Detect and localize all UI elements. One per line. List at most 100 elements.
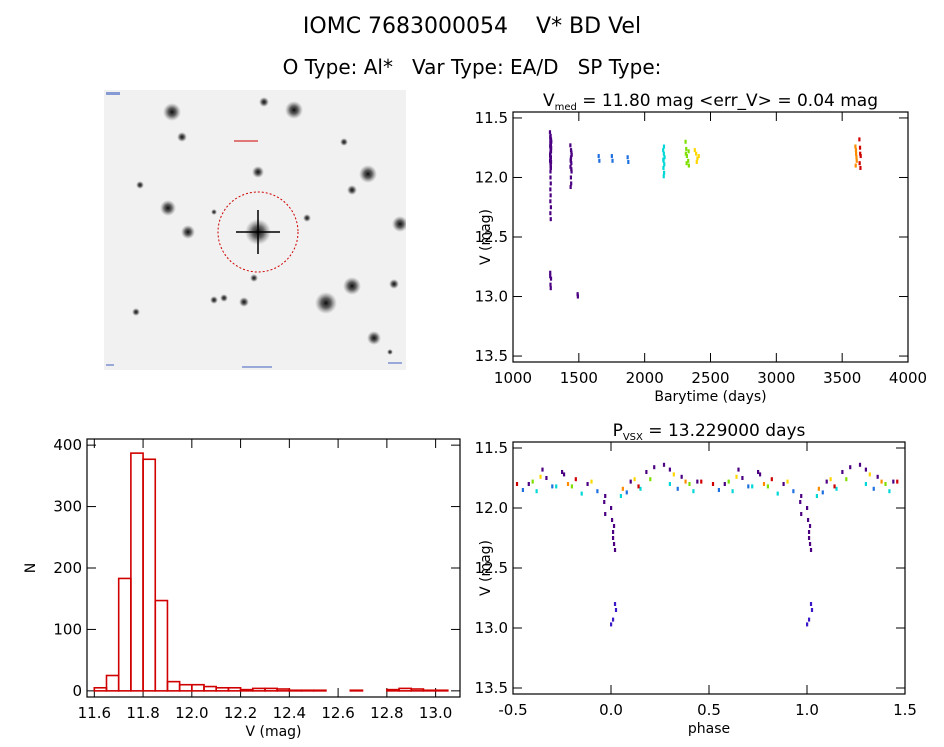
- histogram-bar: [215, 686, 230, 692]
- data-point: [685, 154, 688, 159]
- data-point: [603, 500, 606, 504]
- data-point: [727, 479, 730, 484]
- data-point: [550, 139, 553, 144]
- data-point: [570, 181, 573, 186]
- x-tick-label: 3500: [823, 369, 861, 387]
- data-point: [569, 164, 572, 169]
- data-point: [817, 486, 820, 491]
- data-point: [610, 506, 613, 510]
- data-point: [549, 140, 552, 145]
- data-point: [574, 477, 577, 482]
- data-point: [806, 506, 809, 510]
- data-point: [858, 137, 861, 142]
- data-point: [611, 617, 615, 622]
- data-point: [684, 151, 687, 156]
- data-point: [692, 489, 695, 494]
- data-point: [610, 622, 613, 627]
- data-point: [809, 548, 813, 552]
- data-point: [751, 484, 754, 489]
- data-point: [580, 491, 583, 496]
- data-point: [799, 500, 802, 504]
- histogram-bar: [410, 688, 425, 692]
- histogram-group: 11.6 11.8 12.0 12.2 12.4 12.6 12.8 13.0 0 100 200 3…: [23, 436, 461, 740]
- data-point: [549, 142, 552, 147]
- data-point: [549, 133, 552, 138]
- data-point: [549, 135, 552, 139]
- object-name: V* BD Vel: [536, 14, 642, 39]
- data-point: [766, 484, 769, 489]
- data-point: [737, 467, 740, 472]
- y-tick-label: 13.0: [475, 288, 508, 306]
- histogram-bar: [422, 689, 437, 692]
- data-point: [695, 151, 698, 156]
- histogram-bar: [251, 687, 266, 692]
- series-8: [515, 477, 899, 489]
- data-point: [688, 482, 691, 486]
- title-subscript: VSX: [623, 432, 643, 443]
- title-prefix: P: [613, 421, 623, 441]
- data-point: [684, 479, 687, 484]
- data-point: [880, 479, 883, 484]
- data-point: [786, 479, 789, 484]
- data-point: [535, 489, 538, 494]
- y-tick-label: 400: [53, 436, 82, 454]
- histogram-bar: [434, 689, 449, 692]
- data-point: [676, 486, 679, 491]
- data-point: [649, 477, 652, 482]
- data-point: [662, 144, 666, 149]
- data-point: [570, 167, 573, 172]
- x-tick-label: 2500: [691, 369, 729, 387]
- data-point: [687, 158, 690, 163]
- data-point: [849, 465, 852, 470]
- data-point: [549, 157, 552, 162]
- data-point: [596, 489, 599, 494]
- data-point: [548, 158, 552, 163]
- data-point: [770, 477, 773, 482]
- data-point: [859, 151, 862, 156]
- data-point: [549, 150, 552, 155]
- data-point: [696, 156, 699, 161]
- finder-image: [104, 90, 406, 370]
- y-tick-label: 11.5: [475, 109, 508, 127]
- data-point: [810, 608, 814, 612]
- x-tick-label: 12.4: [273, 704, 306, 722]
- histogram-bar: [178, 683, 193, 692]
- data-point: [776, 491, 779, 496]
- x-tick-label: 12.6: [321, 704, 354, 722]
- data-point: [549, 199, 552, 204]
- y-tick-label: 12.5: [475, 228, 508, 246]
- y-tick-label: 300: [53, 498, 82, 516]
- data-point: [717, 488, 720, 492]
- sp-type: SP Type:: [577, 55, 662, 79]
- data-point: [629, 479, 632, 484]
- data-point: [521, 488, 524, 492]
- data-point: [859, 165, 862, 170]
- data-point: [845, 477, 848, 482]
- histogram-bar: [166, 680, 181, 692]
- data-point: [808, 542, 812, 546]
- data-point: [545, 476, 548, 480]
- data-point: [549, 169, 552, 174]
- data-point: [700, 479, 703, 484]
- histogram-bar: [142, 458, 157, 692]
- data-point: [612, 542, 616, 546]
- data-point: [854, 148, 858, 153]
- star-field: [106, 92, 406, 368]
- data-point: [858, 462, 862, 467]
- x-tick-label: 0.5: [697, 701, 721, 719]
- histogram-bar: [288, 689, 303, 692]
- data-point: [741, 476, 744, 480]
- data-point: [549, 181, 552, 186]
- data-point: [864, 482, 867, 486]
- data-point: [614, 608, 618, 612]
- x-tick-label: 2000: [626, 369, 664, 387]
- x-tick-label: 0.0: [599, 701, 623, 719]
- data-point: [662, 174, 665, 179]
- data-point: [896, 479, 899, 484]
- data-point: [549, 270, 552, 275]
- series-0: [527, 462, 895, 498]
- data-point: [757, 470, 760, 474]
- x-axis-label: Barytime (days): [654, 389, 766, 405]
- data-point: [627, 160, 630, 164]
- data-point: [576, 292, 579, 297]
